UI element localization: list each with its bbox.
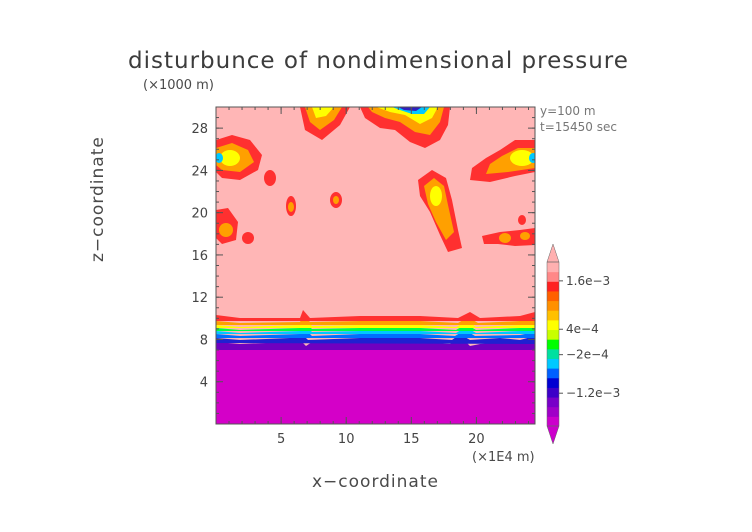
x-axis-label: x−coordinate [312, 472, 439, 492]
y-tick-label: 16 [191, 249, 208, 264]
colorbar-segment [547, 300, 559, 311]
colorbar-segment [547, 348, 559, 359]
colorbar-top-arrow [546, 243, 560, 263]
plot-axes: 5 10 15 20 4 8 12 16 20 24 28 [191, 106, 536, 447]
x-tick-label: 20 [468, 432, 485, 447]
colorbar-label: 4e−4 [566, 322, 599, 336]
y-tick-label: 28 [191, 122, 208, 137]
colorbar-segment [547, 339, 559, 350]
y-unit-label: (×1000 m) [143, 78, 214, 93]
x-unit-label: (×1E4 m) [472, 450, 535, 465]
colorbar-label: −2e−4 [566, 348, 609, 362]
colorbar-label: 1.6e−3 [566, 274, 610, 288]
x-tick-label: 10 [338, 432, 355, 447]
colorbar-segment [547, 319, 559, 331]
y-tick-label: 8 [200, 333, 208, 348]
colorbar-segment [547, 416, 559, 427]
colorbar-segment [547, 262, 559, 273]
colorbar-segment [547, 377, 559, 388]
annotation-time: t=15450 sec [540, 120, 617, 134]
annotation-y: y=100 m [540, 104, 596, 118]
x-tick-label: 15 [403, 432, 420, 447]
colorbar-frame [546, 261, 560, 427]
colorbar-segment [547, 281, 559, 292]
y-axis-label: z−coordinate [88, 136, 108, 262]
colorbar-segment [547, 329, 559, 340]
colorbar-segment [547, 271, 559, 282]
colorbar-segment [547, 290, 559, 302]
y-tick-label: 12 [191, 291, 208, 306]
colorbar-segment [547, 358, 559, 369]
colorbar-segment [547, 310, 559, 321]
colorbar-bottom-arrow [546, 425, 560, 445]
y-tick-label: 20 [191, 207, 208, 222]
colorbar-segment [547, 397, 559, 408]
contour-field [216, 107, 535, 424]
colorbar: 1.6e−3 4e−4 −2e−4 −1.2e−3 [546, 243, 620, 445]
colorbar-label: −1.2e−3 [566, 386, 620, 400]
x-tick-label: 5 [277, 432, 285, 447]
y-tick-label: 4 [200, 376, 208, 391]
colorbar-segment [547, 387, 559, 398]
chart-title: disturbunce of nondimensional pressure [128, 48, 629, 74]
y-tick-label: 24 [191, 164, 208, 179]
colorbar-segment [547, 406, 559, 417]
colorbar-segment [547, 368, 559, 379]
